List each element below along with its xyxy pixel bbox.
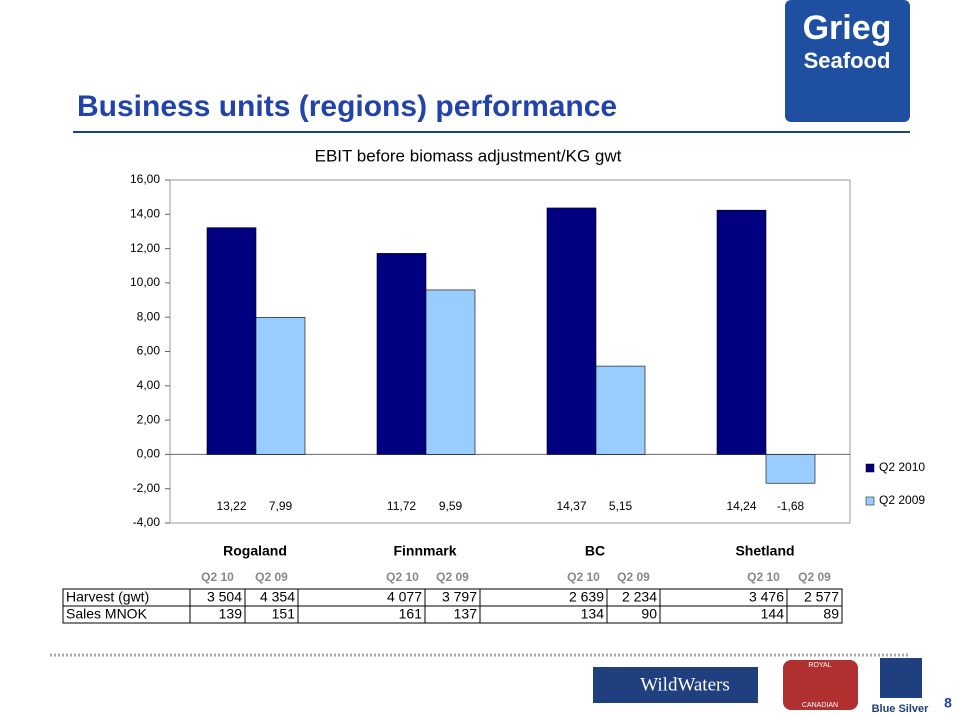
table-cell: 144 — [761, 606, 785, 622]
table-row-label: Sales MNOK — [66, 606, 148, 622]
bar — [255, 317, 306, 455]
y-tick-label: -4,00 — [133, 515, 161, 529]
partner-text: CANADIAN — [802, 702, 838, 709]
table-cell: 2 639 — [569, 589, 604, 605]
logo-text: Grieg — [803, 9, 892, 47]
data-label: -1,68 — [777, 499, 805, 513]
y-tick-label: 10,00 — [130, 275, 160, 289]
legend-label: Q2 2010 — [879, 460, 925, 474]
legend-swatch — [865, 463, 875, 473]
table-row-label: Harvest (gwt) — [66, 589, 149, 605]
table-cell: 3 476 — [749, 589, 784, 605]
table-subheader: Q2 10 — [201, 570, 234, 584]
bar — [595, 365, 646, 455]
table-row — [62, 605, 843, 624]
table-subheader: Q2 09 — [617, 570, 650, 584]
table-cell: 4 354 — [260, 589, 295, 605]
table-cell: 137 — [454, 606, 478, 622]
page-number: 8 — [944, 695, 952, 711]
legend-swatch — [865, 496, 875, 506]
bar — [546, 207, 597, 455]
y-tick-label: 8,00 — [137, 309, 161, 323]
y-tick-label: 16,00 — [130, 172, 160, 186]
x-tick-label: Rogaland — [223, 543, 287, 559]
y-tick-label: 2,00 — [137, 412, 161, 426]
bar — [206, 227, 257, 455]
table-cell: 3 797 — [442, 589, 477, 605]
table-cell: 89 — [823, 606, 839, 622]
table-cell: 151 — [272, 606, 296, 622]
y-tick-label: 4,00 — [137, 378, 161, 392]
partner-text: WildWaters — [640, 674, 730, 695]
bar — [716, 209, 767, 455]
x-tick-label: Finnmark — [393, 543, 456, 559]
table-cell: 134 — [581, 606, 605, 622]
table-subheader: Q2 10 — [386, 570, 419, 584]
table-subheader: Q2 09 — [255, 570, 288, 584]
y-tick-label: 6,00 — [137, 344, 161, 358]
data-label: 7,99 — [269, 499, 293, 513]
y-tick-label: 12,00 — [130, 241, 160, 255]
data-label: 5,15 — [609, 499, 633, 513]
bar — [765, 454, 816, 484]
legend-label: Q2 2009 — [879, 493, 925, 507]
data-label: 14,37 — [556, 499, 586, 513]
y-tick-label: 14,00 — [130, 206, 160, 220]
partner-text: Blue Silver — [872, 703, 930, 715]
y-tick-label: 0,00 — [137, 447, 161, 461]
partner-logo — [783, 660, 858, 710]
data-label: 9,59 — [439, 499, 463, 513]
partner-text: ROYAL — [808, 662, 831, 669]
logo-box — [785, 0, 910, 122]
data-label: 11,72 — [387, 499, 416, 513]
x-tick-label: Shetland — [735, 543, 794, 559]
table-subheader: Q2 09 — [798, 570, 831, 584]
y-tick-label: -2,00 — [133, 481, 161, 495]
table-cell: 161 — [399, 606, 423, 622]
bar — [376, 253, 427, 455]
table-cell: 2 234 — [622, 589, 657, 605]
slide-title: Business units (regions) performance — [77, 90, 617, 123]
table-subheader: Q2 09 — [436, 570, 469, 584]
partner-logo — [880, 658, 922, 698]
data-label: 14,24 — [726, 499, 756, 513]
bar — [425, 289, 476, 455]
table-cell: 90 — [641, 606, 657, 622]
table-subheader: Q2 10 — [747, 570, 780, 584]
table-cell: 4 077 — [387, 589, 422, 605]
partner-logo — [593, 667, 758, 703]
table-cell: 3 504 — [207, 589, 242, 605]
chart-title: EBIT before biomass adjustment/KG gwt — [315, 146, 622, 165]
x-tick-label: BC — [585, 543, 605, 559]
data-label: 13,22 — [216, 499, 246, 513]
table-subheader: Q2 10 — [567, 570, 600, 584]
table-cell: 139 — [219, 606, 243, 622]
table-cell: 2 577 — [804, 589, 839, 605]
logo-text: Seafood — [804, 48, 891, 73]
